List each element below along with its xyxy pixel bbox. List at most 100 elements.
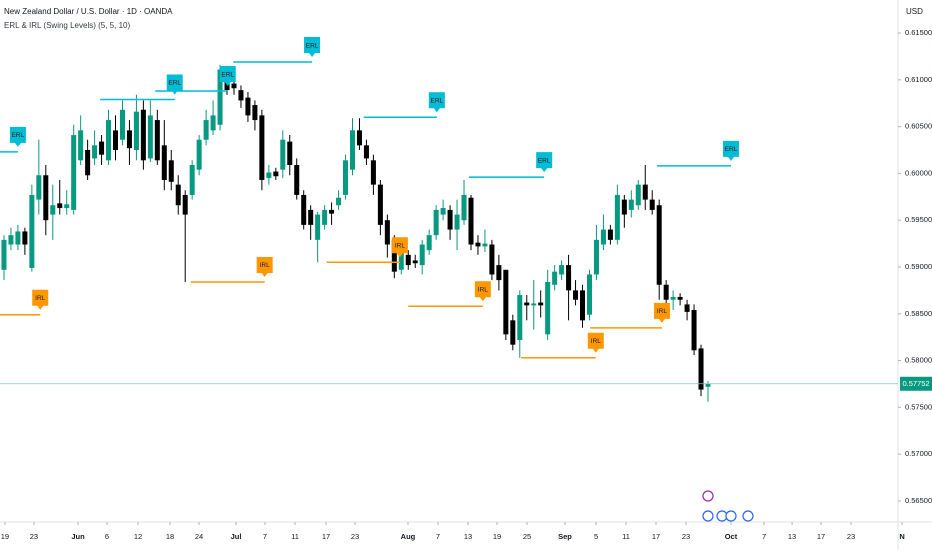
candle-body [85,150,91,176]
candle-body [308,209,314,225]
x-tick-label: 11 [291,532,299,541]
candle-body [273,171,279,177]
candle-body [210,115,216,131]
x-tick-label: 17 [817,532,825,541]
level-label: IRL [591,338,602,345]
candle-body [22,231,28,245]
x-tick-label: Jun [71,532,85,541]
candle-body [336,197,342,206]
candle-body [29,194,35,268]
x-tick-label: 11 [622,532,630,541]
candle-body [405,254,411,266]
level-badge [722,140,739,161]
level-badge [536,152,553,173]
x-tick-label: 24 [195,532,203,541]
level-label: IRL [478,287,489,294]
level-label: ERL [306,42,319,49]
candle-body [398,250,404,270]
candle-body [119,109,125,140]
candle-body [677,296,683,300]
level-label: ERL [725,146,738,153]
candle-body [377,184,383,225]
level-label: IRL [35,295,46,302]
level-label: ERL [538,157,551,164]
x-tick-label: Sep [558,532,572,541]
candle-body [573,290,579,300]
candle-body [252,105,258,121]
candle-body [182,194,188,215]
candle-body [552,271,558,285]
x-tick-label: 23 [682,532,690,541]
candle-body [468,197,474,245]
candle-body [621,199,627,215]
candle-body [503,269,509,335]
candle-body [133,111,139,151]
x-tick-label: 13 [464,532,472,541]
y-tick-label: 0.57000 [905,449,932,458]
plot-area: ERL ERL ERL ERL ERL ERL ERL IRL IRL IRL IRL IRL IRL [0,37,739,402]
candle-body [245,97,251,116]
candle-body [635,184,641,206]
level-label: IRL [395,243,406,250]
candle-body [440,208,446,215]
level-badge [166,74,183,95]
candle-body [649,199,655,210]
candle-body [189,164,195,195]
candle-body [454,214,460,230]
candle-body [496,265,502,281]
candle-body [231,83,237,89]
candle-body [154,120,160,161]
candle-body [168,160,174,182]
candle-body [329,209,335,214]
candle-body [363,145,369,159]
x-tick-label: 13 [788,532,796,541]
x-tick-label: 5 [594,532,598,541]
candle-body [510,320,516,345]
candle-body [92,145,98,159]
candle-body [600,229,606,245]
candle-body [419,244,425,266]
level-label: IRL [657,308,668,315]
candle-body [349,130,356,170]
level-label: ERL [12,132,25,139]
candle-body [322,209,328,225]
x-tick-label: 12 [134,532,142,541]
x-tick-label: 7 [263,532,267,541]
level-badge [391,237,408,258]
level-badge [587,332,604,353]
x-tick-label: N [899,532,904,541]
candle-body [482,243,488,247]
level-badge [474,281,491,302]
x-tick-label: 7 [436,532,440,541]
y-tick-label: 0.59000 [905,262,932,271]
level-label: ERL [221,71,234,78]
x-tick-label: Jul [231,532,242,541]
candle-body [698,348,704,390]
y-tick-label: 0.60000 [905,168,932,177]
y-tick-label: 0.58500 [905,309,932,318]
x-tick-label: 6 [105,532,109,541]
candle-body [343,160,349,195]
x-tick-label: 7 [762,532,766,541]
x-tick-label: 19 [493,532,501,541]
candle-body [8,235,14,245]
candle-body [50,205,56,215]
candle-body [280,139,286,170]
x-tick-label: 18 [166,532,174,541]
y-tick-label: 0.61500 [905,28,932,37]
y-tick-label: 0.57500 [905,402,932,411]
candle-body [356,130,362,146]
last-price-badge [900,376,932,391]
candle-body [607,229,613,240]
candle-body [628,199,634,210]
candle-body [301,194,307,225]
x-tick-label: 23 [351,532,359,541]
candle-body [684,304,690,312]
candle-body [691,310,697,351]
level-badge [219,66,236,87]
candle-body [517,295,523,340]
event-icon [742,510,754,522]
y-tick-label: 0.61000 [905,75,932,84]
candle-body [112,130,119,151]
